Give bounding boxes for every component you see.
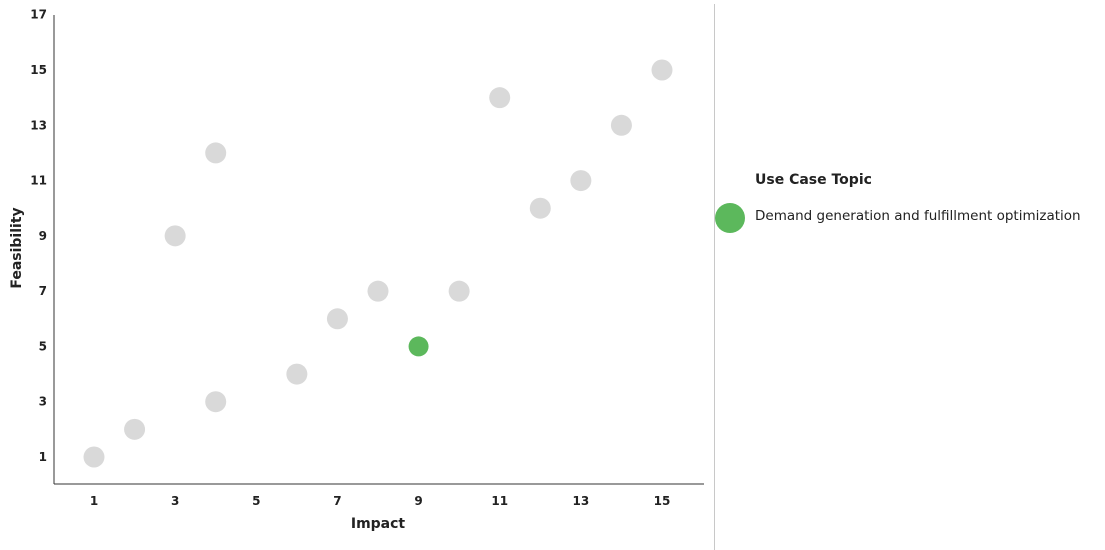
data-point[interactable] bbox=[448, 280, 470, 302]
legend-divider bbox=[714, 4, 715, 550]
data-point[interactable] bbox=[610, 114, 632, 136]
data-point[interactable] bbox=[326, 308, 348, 330]
data-point[interactable] bbox=[529, 197, 551, 219]
x-tick-label: 9 bbox=[414, 494, 422, 508]
data-point[interactable] bbox=[124, 418, 146, 440]
legend-title: Use Case Topic bbox=[755, 172, 872, 188]
y-tick-label: 7 bbox=[39, 284, 47, 298]
data-point[interactable] bbox=[205, 142, 227, 164]
x-axis-title: Impact bbox=[351, 516, 406, 532]
y-tick-label: 9 bbox=[39, 229, 47, 243]
data-point[interactable] bbox=[164, 225, 186, 247]
y-tick-label: 5 bbox=[39, 339, 47, 353]
data-point[interactable] bbox=[651, 59, 673, 81]
x-tick-label: 13 bbox=[573, 494, 590, 508]
x-tick-label: 7 bbox=[333, 494, 341, 508]
data-point[interactable] bbox=[205, 391, 227, 413]
data-point[interactable] bbox=[367, 280, 389, 302]
x-tick-label: 3 bbox=[171, 494, 179, 508]
x-tick-label: 5 bbox=[252, 494, 260, 508]
data-point[interactable] bbox=[570, 170, 592, 192]
data-point[interactable] bbox=[286, 363, 308, 385]
data-point[interactable] bbox=[489, 87, 511, 109]
y-tick-label: 3 bbox=[39, 395, 47, 409]
y-axis-title: Feasibility bbox=[9, 207, 25, 288]
x-tick-label: 15 bbox=[654, 494, 671, 508]
y-tick-label: 11 bbox=[30, 174, 47, 188]
data-point[interactable] bbox=[83, 446, 105, 468]
data-point-highlighted[interactable] bbox=[408, 336, 429, 357]
y-tick-label: 13 bbox=[30, 118, 47, 132]
legend-item[interactable]: Demand generation and fulfillment optimi… bbox=[714, 203, 1105, 233]
legend-swatch-icon bbox=[715, 203, 745, 233]
y-tick-label: 17 bbox=[30, 8, 47, 22]
y-tick-label: 1 bbox=[39, 450, 47, 464]
legend-label: Demand generation and fulfillment optimi… bbox=[755, 208, 1081, 224]
data-points bbox=[83, 59, 673, 468]
y-tick-label: 15 bbox=[30, 63, 47, 77]
x-tick-label: 11 bbox=[491, 494, 508, 508]
x-tick-label: 1 bbox=[90, 494, 98, 508]
